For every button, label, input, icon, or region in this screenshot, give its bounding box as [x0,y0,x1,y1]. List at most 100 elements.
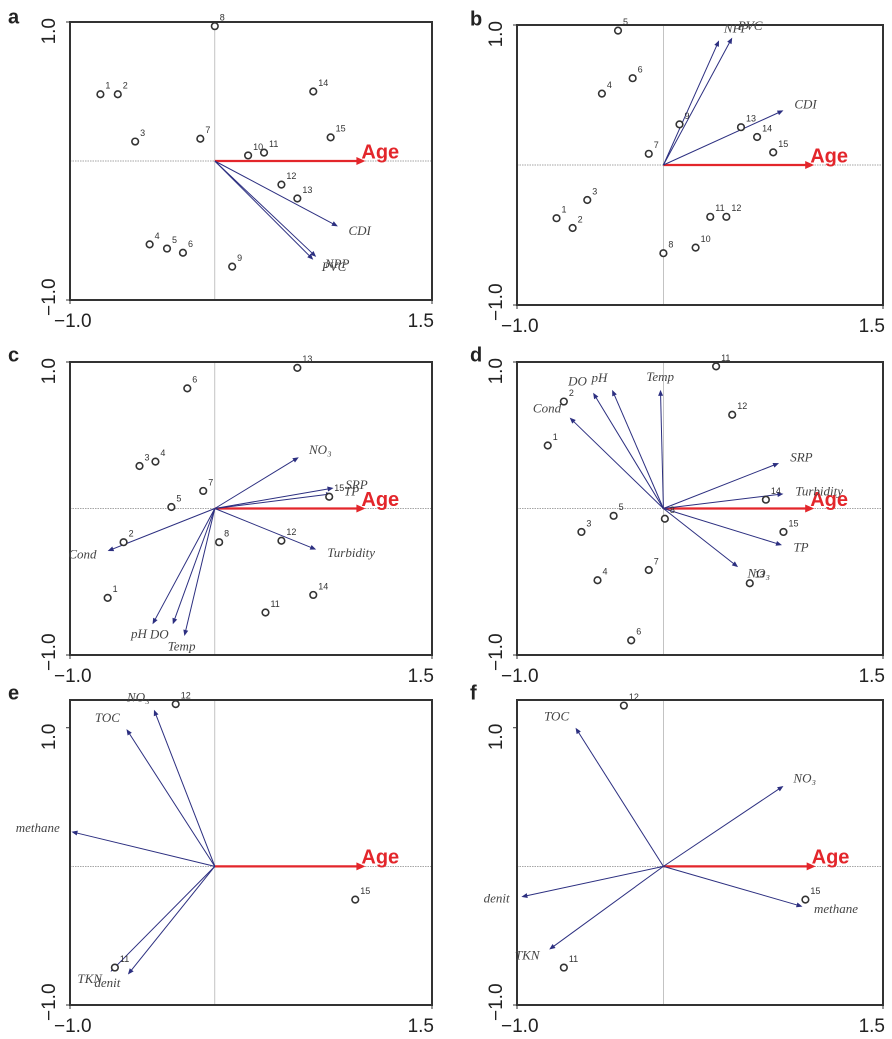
panel-label: e [8,682,19,704]
site-label: 13 [302,354,312,364]
arrow [214,493,329,509]
site-point [628,74,637,83]
arrow-head [805,161,815,169]
variable-label: SRP [345,477,367,492]
arrow-head [575,727,581,735]
variable-label: CDI [794,96,817,111]
panel-label: c [8,344,19,366]
site-point [215,538,224,547]
arrow-head [183,629,189,636]
site-label: 11 [721,353,730,363]
site-label: 3 [145,452,150,462]
site-label: 5 [176,493,181,503]
arrow-head [658,389,664,396]
site-label: 1 [562,205,567,215]
variable-label: PVC [737,18,763,33]
arrow-head [127,968,134,975]
site-label: 7 [654,556,659,566]
x-tick-label: −1.0 [54,311,92,332]
site-label: 15 [334,483,344,493]
site-point [178,248,188,257]
site-point [119,538,128,547]
arrow [663,493,780,509]
arrow-head [356,504,366,513]
site-point [259,148,269,157]
site-label: 1 [105,81,110,91]
x-tick-label: −1.0 [54,1016,92,1037]
site-label: 6 [192,375,197,385]
site-point [691,243,700,252]
arrow-head [549,943,556,950]
site-point [745,579,754,588]
y-tick-label: −1.0 [486,283,507,321]
site-label: 9 [237,253,242,263]
arrow [571,419,664,509]
arrow-head [593,392,599,400]
arrow [660,393,664,509]
y-tick-label: −1.0 [39,633,60,671]
site-point [761,495,770,504]
arrow-head [152,617,158,625]
variable-label: NO₃ [126,690,150,705]
site-label: 1 [113,584,118,594]
site-point [619,701,628,710]
site-label: 15 [360,886,370,896]
variable-label: TP [344,483,359,498]
site-label: 15 [778,139,788,149]
site-point [293,194,302,203]
age-label: Age [812,847,850,869]
site-point [326,133,335,142]
site-point [113,90,122,99]
site-point [293,363,302,372]
site-label: 11 [569,954,578,964]
age-label: Age [810,145,848,167]
arrow [173,508,216,622]
site-point [609,511,618,520]
arrow-head [569,417,576,424]
site-label: 8 [220,13,225,23]
site-label: 14 [762,123,772,133]
site-label: 8 [670,505,675,515]
site-point [171,700,180,709]
arrow-head [796,902,803,908]
arrow [577,730,664,867]
arrow-head [153,709,159,717]
arrow-head [776,110,784,116]
age-label: Age [361,847,399,869]
site-point [769,148,778,157]
site-label: 14 [318,581,328,591]
y-tick-label: 1.0 [39,358,60,384]
variable-label: Turbidity [327,545,375,560]
site-point [722,212,731,221]
site-label: 5 [619,502,624,512]
arrow-head [777,492,784,498]
arrow [184,508,216,633]
site-label: 14 [771,486,781,496]
site-point [613,26,623,35]
site-point [110,963,119,972]
arrow [663,508,736,566]
site-point [559,963,568,972]
site-point [167,502,176,512]
arrow [594,395,664,509]
age-label: Age [361,489,399,511]
site-label: 7 [205,125,210,135]
y-tick-label: −1.0 [486,983,507,1021]
plot-frame [516,361,884,656]
site-label: 12 [731,203,741,213]
variable-label: PVC [321,259,347,274]
arrow [110,508,215,551]
arrow [663,787,781,867]
site-label: 3 [592,186,597,196]
variable-label: denit [94,975,120,990]
site-point [577,527,586,537]
variable-label: TP [793,540,808,555]
y-tick-label: −1.0 [39,983,60,1021]
arrow [214,488,331,509]
site-label: 12 [737,401,747,411]
site-label: 10 [253,142,263,152]
plot-frame [69,21,433,301]
arrow [663,111,781,166]
site-point [210,22,219,31]
